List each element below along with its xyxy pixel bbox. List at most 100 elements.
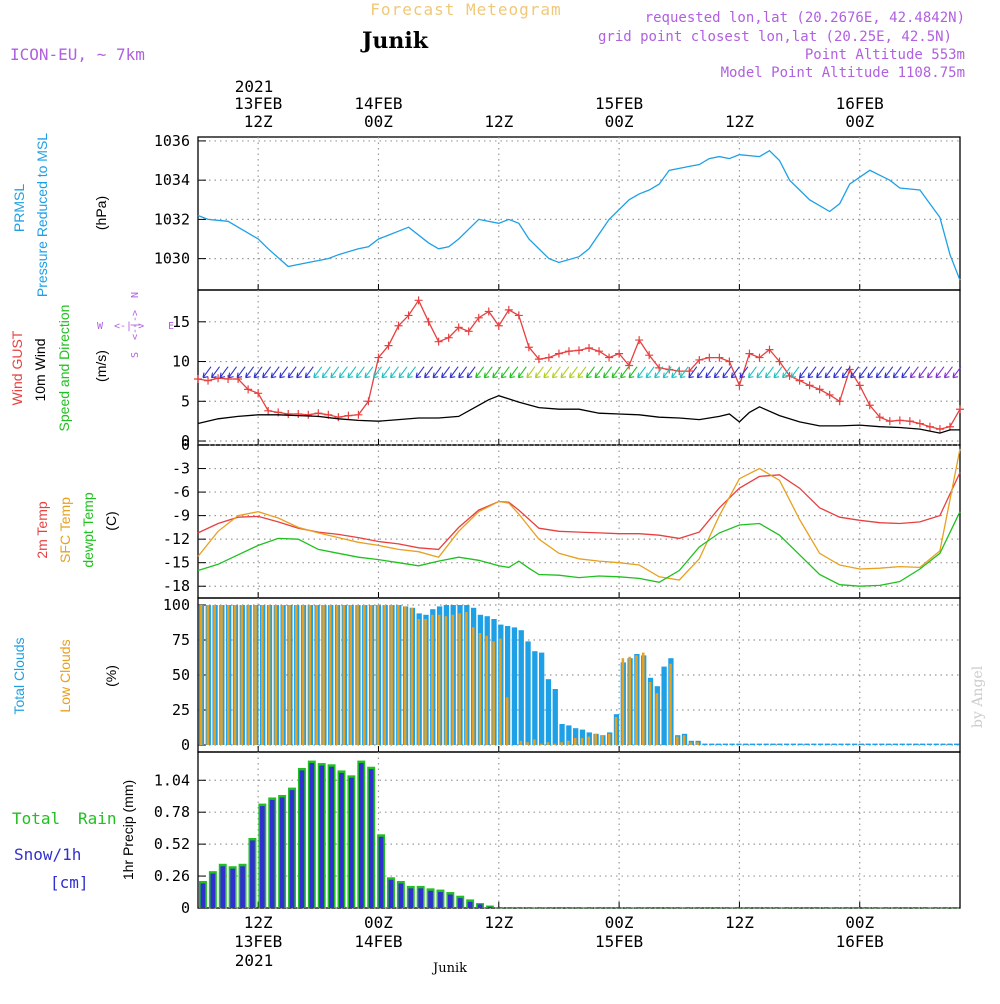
wind-arrow <box>867 366 877 379</box>
precip-ytick-label: 0 <box>181 899 190 917</box>
total-cloud-bar <box>940 743 946 745</box>
gust-marker <box>695 355 704 364</box>
wind-arrow <box>492 366 502 379</box>
low-cloud-bar <box>601 735 604 745</box>
wind-arrow <box>824 366 834 379</box>
low-cloud-bar <box>206 605 210 745</box>
total-cloud-bar <box>783 743 790 745</box>
low-cloud-bar <box>621 658 625 745</box>
clouds-ytick-label: 100 <box>163 596 190 614</box>
gust-marker <box>625 361 634 370</box>
snow-bar <box>349 777 354 908</box>
precip-ylabel: 1hr Precip (mm) <box>120 780 136 880</box>
wind-arrow <box>713 366 723 379</box>
low-cloud-bar <box>642 652 645 745</box>
low-cloud-bar <box>383 605 387 745</box>
low-cloud-bar <box>471 627 475 745</box>
snow-bar <box>784 907 790 908</box>
snow-bar <box>883 907 889 908</box>
wind-arrow <box>236 366 246 379</box>
wind-arrow <box>270 366 280 379</box>
snow-bar <box>388 879 394 908</box>
wind-ytick-label: 5 <box>181 392 190 410</box>
compass-s: S <box>130 352 141 358</box>
wind-arrow <box>228 366 238 379</box>
wind-arrow <box>407 366 416 379</box>
snow-bar <box>556 907 562 908</box>
bottom-hour-label: 12Z <box>484 913 513 932</box>
gust-marker <box>444 333 453 342</box>
total-cloud-bar <box>763 743 769 745</box>
gust-marker <box>494 321 503 330</box>
wind-arrow <box>892 366 902 379</box>
gust-marker <box>504 305 513 314</box>
gust-marker <box>354 410 363 419</box>
wind-arrow <box>943 366 953 379</box>
wind-arrow <box>355 366 365 379</box>
clouds-panel: 0 25 50 75 100 <box>163 596 961 754</box>
gust-marker <box>344 411 353 420</box>
wind-arrow <box>739 366 749 379</box>
compass-n: N <box>130 292 141 298</box>
total-cloud-bar <box>504 626 511 745</box>
temp-label-dewpt: dewpt Temp <box>80 492 96 567</box>
precip-panel: 0 0.26 0.52 0.78 1.04 <box>154 751 961 917</box>
low-cloud-bar <box>444 616 448 745</box>
top-day-label: 16FEB <box>836 94 884 113</box>
gust-marker <box>374 353 383 362</box>
snow-bar <box>507 907 513 908</box>
total-cloud-bar <box>729 743 735 745</box>
low-cloud-bar <box>247 605 250 745</box>
low-cloud-bar <box>628 656 631 745</box>
wind-arrow <box>202 366 212 379</box>
snow-bar <box>576 907 582 908</box>
gust-marker <box>194 375 202 384</box>
top-day-label: 15FEB <box>595 94 643 113</box>
snow-bar <box>833 907 839 908</box>
wind-arrow <box>245 366 255 379</box>
wind-arrow <box>722 366 732 379</box>
total-cloud-bar <box>709 743 715 745</box>
gust-marker <box>915 419 924 428</box>
gust-marker <box>454 323 463 332</box>
snow-bar <box>645 907 651 908</box>
pressure-ytick-label: 1030 <box>154 250 190 268</box>
temp-label-sfc: SFC Temp <box>57 497 73 563</box>
wind-arrow <box>764 366 774 379</box>
gust-marker <box>875 413 884 422</box>
low-cloud-bar <box>682 735 686 745</box>
snow-bar <box>537 907 542 908</box>
wind-arrow <box>517 366 527 379</box>
low-cloud-bar <box>213 605 216 745</box>
gust-marker <box>615 349 624 358</box>
low-cloud-bar <box>539 743 543 745</box>
wind-arrow <box>833 366 843 379</box>
gust-marker <box>755 353 764 362</box>
gust-marker <box>294 410 303 418</box>
total-cloud-bar <box>525 641 531 745</box>
gust-marker <box>264 406 273 415</box>
wind-arrow <box>645 366 655 379</box>
snow-bar <box>636 907 641 908</box>
compass-e: E <box>168 321 174 332</box>
gust-marker <box>855 381 864 390</box>
temperature-labels: 2m Temp SFC Temp dewpt Temp (C) <box>34 492 119 567</box>
wind-label-speed: Speed and Direction <box>56 305 72 432</box>
wind-labels: Wind GUST 10m Wind Speed and Direction (… <box>9 292 174 431</box>
snow-bar <box>893 907 899 908</box>
total-cloud-bar <box>865 743 871 745</box>
snow-bar <box>873 907 879 908</box>
total-cloud-bar <box>756 743 763 745</box>
wind-arrow <box>781 366 791 379</box>
wind-arrow <box>790 366 800 379</box>
snow-bar <box>527 907 532 908</box>
snow-bar <box>289 790 295 908</box>
wind-arrow <box>568 366 578 379</box>
total-cloud-bar <box>770 743 776 745</box>
gust-marker <box>204 376 213 385</box>
low-cloud-bar <box>376 605 380 745</box>
wind-arrow <box>441 366 451 379</box>
low-cloud-bar <box>614 717 618 745</box>
snow-bar <box>853 907 859 908</box>
